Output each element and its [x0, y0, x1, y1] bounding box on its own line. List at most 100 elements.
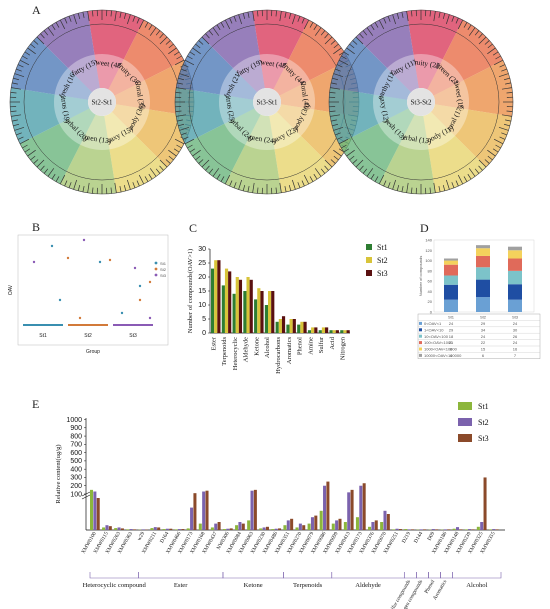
tick-mark: [159, 33, 164, 39]
tick-mark: [324, 33, 329, 39]
scatter-point: [133, 266, 137, 270]
table-row-label: 0<OAV<1: [424, 321, 442, 326]
scatter-point: [130, 324, 132, 326]
bar: [318, 330, 322, 333]
tick-mark: [19, 59, 30, 66]
bar: [268, 291, 272, 333]
tick-mark: [178, 77, 185, 81]
wheel-sector: [433, 60, 513, 117]
tick-mark: [43, 168, 49, 174]
wheel-sector: [36, 11, 100, 93]
x-tick-label: D144: [413, 531, 424, 544]
tick-mark: [229, 180, 233, 187]
scatter-point: [120, 311, 124, 315]
scatter-point: [56, 324, 58, 326]
tick-mark: [484, 40, 490, 45]
tick-mark: [324, 159, 333, 168]
tick-mark: [484, 159, 490, 164]
wheel-center: [88, 88, 116, 116]
tick-mark: [455, 180, 459, 187]
bar: [386, 514, 390, 530]
bar: [404, 529, 408, 530]
legend-label: St1: [377, 243, 388, 252]
tick-mark: [333, 155, 339, 161]
tick-mark: [73, 179, 77, 190]
tick-mark: [64, 17, 68, 24]
table-swatch: [419, 341, 422, 345]
scatter-point: [85, 324, 87, 326]
tick-mark: [24, 51, 31, 56]
tick-mark: [87, 182, 90, 193]
legend-swatch: [366, 244, 372, 250]
table-cell: 16: [513, 347, 518, 352]
tick-mark: [433, 11, 436, 22]
tick-ring-inner: [342, 23, 500, 181]
scatter-point: [50, 244, 54, 248]
legend-marker: [154, 267, 158, 271]
tick-mark: [343, 148, 350, 153]
scatter-point: [126, 324, 128, 326]
wheel-center-label: St3-St1: [256, 99, 278, 107]
tick-mark: [406, 182, 409, 193]
bar: [264, 305, 269, 333]
bar: [307, 523, 311, 530]
wheel-sector-inner: [104, 111, 136, 150]
tick-mark: [478, 36, 487, 45]
wheel-sector: [225, 114, 282, 194]
panel-label-e: E: [32, 397, 39, 411]
table-row-label: 10<OAV<100: [424, 334, 449, 339]
y-tick-label: 140: [425, 238, 432, 243]
tick-mark: [406, 11, 409, 22]
bar: [235, 277, 239, 333]
tick-mark: [127, 179, 131, 190]
bar: [210, 527, 214, 530]
x-tick-label: w29: [136, 531, 146, 542]
bar: [217, 522, 221, 530]
tick-mark: [192, 149, 201, 157]
tick-mark: [487, 43, 493, 49]
legend-swatch: [366, 257, 372, 263]
scatter-point: [101, 324, 103, 326]
tick-mark: [11, 87, 22, 90]
wheel-sector-inner: [108, 59, 145, 96]
tick-mark: [438, 11, 441, 18]
tick-mark: [179, 73, 190, 77]
bar: [174, 529, 178, 530]
scatter-point: [138, 324, 140, 326]
tick-mark: [506, 110, 513, 112]
bar: [295, 527, 299, 530]
plot-frame: [17, 234, 169, 346]
y-tick-label: 400: [70, 466, 82, 473]
table-cell: 24: [513, 321, 518, 326]
table-header: St3: [512, 315, 519, 320]
bar: [278, 528, 282, 530]
group-label: Ester: [174, 582, 188, 589]
tick-mark: [478, 33, 483, 39]
tick-mark: [392, 14, 396, 25]
tick-mark: [498, 73, 509, 77]
tick-mark: [10, 92, 17, 94]
bar: [232, 293, 236, 333]
tick-mark: [457, 174, 464, 185]
tick-mark: [119, 11, 122, 18]
tick-mark: [314, 27, 322, 36]
bar: [407, 529, 411, 530]
wheel-sector-inner: [54, 94, 90, 124]
tick-mark: [495, 144, 501, 149]
bar: [238, 522, 242, 530]
wheel-sector-inner: [233, 54, 265, 93]
tick-mark: [59, 19, 66, 30]
tick-mark: [36, 36, 45, 45]
bar: [395, 528, 399, 530]
bar: [235, 525, 239, 530]
tick-mark: [127, 14, 131, 25]
tick-mark: [396, 184, 400, 191]
bar: [214, 523, 218, 530]
tick-mark: [292, 14, 296, 25]
y-tick-label: 100: [425, 258, 432, 263]
bar: [165, 528, 169, 530]
table-cell: 21: [449, 340, 454, 345]
aroma-wheels: sweet (48)fruity (36)floral (35)woody (3…: [9, 9, 514, 195]
legend-label: St1: [478, 402, 489, 411]
